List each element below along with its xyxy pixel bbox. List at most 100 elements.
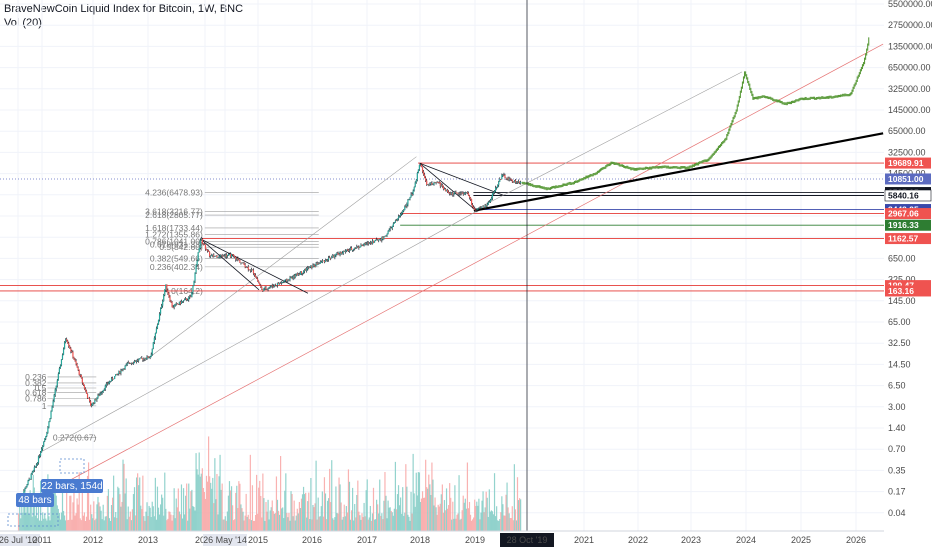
price-tick-label: 3.00: [888, 402, 906, 412]
volume-bar: [430, 495, 432, 531]
candle-body: [51, 406, 53, 412]
candle-body: [258, 281, 260, 284]
candle-body: [271, 285, 273, 287]
volume-bar: [440, 494, 442, 531]
candle-body: [294, 274, 296, 278]
volume-bar: [335, 486, 337, 531]
volume-bar: [254, 514, 257, 531]
volume-bar: [472, 519, 474, 531]
candle-body: [512, 181, 514, 183]
volume-bar: [68, 519, 70, 531]
candle-body: [464, 192, 466, 194]
candle-body: [507, 177, 509, 181]
volume-bar: [95, 518, 97, 531]
trendlines: [20, 43, 884, 508]
candle-body: [326, 259, 329, 261]
volume-bar: [59, 519, 62, 531]
candle-body: [166, 284, 168, 291]
volume-bar: [384, 472, 386, 531]
fan-trendline: [144, 156, 417, 361]
candle-body: [428, 184, 430, 186]
volume-bar: [264, 520, 266, 531]
candle-body: [427, 184, 429, 186]
volume-bar: [56, 505, 58, 531]
volume-bar: [239, 483, 241, 531]
candle-body: [39, 452, 42, 456]
candle-body: [128, 362, 130, 364]
volume-bar: [510, 518, 512, 531]
time-tick-label: 2023: [681, 535, 701, 545]
volume-bar: [514, 509, 517, 531]
candle-body: [409, 197, 411, 200]
candle-body: [479, 207, 481, 209]
candle-body: [388, 229, 390, 232]
volume-bar: [372, 487, 375, 531]
candle-body: [336, 253, 338, 254]
candle-body: [364, 243, 366, 245]
candle-body: [514, 180, 517, 183]
volume-bar: [277, 510, 280, 531]
price-tick-label: 325000.00: [888, 84, 931, 94]
candle-body: [90, 401, 92, 407]
volume-bar: [397, 485, 400, 531]
volume-bar: [425, 459, 427, 531]
volume-bar: [452, 501, 454, 531]
candle-body: [146, 356, 148, 359]
candle-body: [188, 297, 190, 301]
volume-bar: [453, 518, 455, 531]
volume-bar: [102, 504, 104, 531]
volume-bar: [302, 486, 305, 531]
volume-bar: [37, 501, 40, 531]
candle-body: [392, 223, 394, 226]
volume-bar: [326, 500, 329, 531]
volume-bar: [491, 511, 494, 531]
candle-body: [459, 193, 461, 194]
volume-bar: [266, 511, 268, 531]
volume-bar: [345, 506, 347, 531]
candle-body: [408, 199, 410, 201]
candle-body: [385, 235, 387, 237]
candle-body: [462, 193, 464, 195]
volume-bar: [133, 487, 136, 531]
candle-body: [216, 255, 218, 258]
volume-bar: [358, 511, 360, 531]
volume-bar: [35, 503, 38, 531]
volume-bar: [223, 519, 225, 531]
candle-body: [499, 179, 501, 182]
price-tick-label: 32.50: [888, 338, 911, 348]
volume-bar: [333, 519, 335, 531]
volume-bar: [44, 513, 46, 531]
candle-body: [377, 239, 379, 241]
candle-body: [57, 373, 59, 381]
volume-bar: [475, 505, 477, 531]
candle-body: [404, 206, 406, 210]
candle-body: [206, 250, 209, 251]
price-tick-label: 0.35: [888, 465, 906, 475]
candle-body: [397, 216, 400, 219]
volume-bar: [119, 494, 121, 531]
volume-bar: [465, 508, 467, 531]
volume-bar: [145, 511, 147, 531]
volume-bar: [296, 508, 298, 531]
volume-bar: [21, 501, 23, 531]
candle-body: [268, 287, 270, 289]
volume-bar: [169, 511, 171, 531]
candle-body: [330, 257, 332, 259]
candle-body: [476, 209, 478, 211]
candle-body: [376, 239, 378, 241]
volume-bars: [18, 436, 522, 531]
volume-bar: [386, 518, 388, 531]
volume-bar: [391, 512, 393, 531]
candle-body: [66, 339, 68, 341]
volume-bar: [455, 518, 457, 531]
candle-body: [417, 169, 419, 173]
candle-body: [340, 252, 342, 255]
candle-body: [38, 455, 41, 457]
candle-body: [207, 250, 210, 252]
candle-body: [407, 200, 409, 205]
candle-body: [211, 255, 213, 256]
volume-bar: [91, 514, 93, 531]
candle-body: [113, 378, 115, 380]
candle-body: [27, 480, 29, 485]
